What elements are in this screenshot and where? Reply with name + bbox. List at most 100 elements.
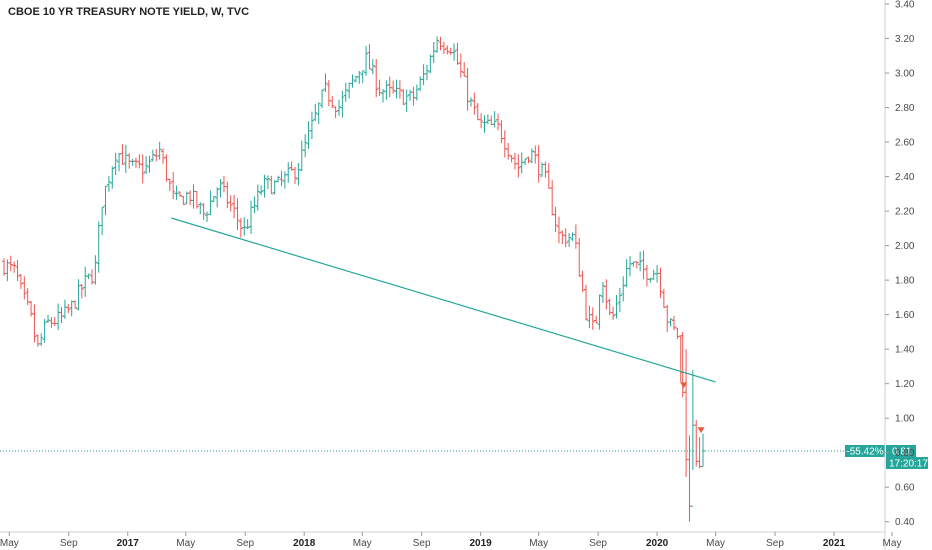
ohlc-bar (276, 175, 281, 183)
ohlc-bar (93, 255, 98, 285)
ohlc-bar (496, 113, 501, 131)
ohlc-bar (512, 152, 517, 170)
ohlc-bar (479, 113, 484, 129)
ohlc-bar (462, 62, 467, 77)
ohlc-bar (526, 156, 531, 164)
ohlc-bar (624, 259, 629, 288)
ohlc-bar (293, 166, 298, 184)
ohlc-bar (249, 200, 254, 234)
x-tick-label: May (883, 538, 902, 549)
y-tick-label: 1.80 (895, 276, 915, 287)
ohlc-bar (468, 97, 473, 107)
ohlc-bar (523, 158, 528, 166)
ohlc-bar (12, 261, 17, 273)
ohlc-bar (228, 195, 233, 212)
ohlc-bar (184, 191, 189, 205)
percent-change-label: -55.42% (846, 446, 883, 457)
ohlc-bar (347, 82, 352, 99)
ohlc-bar (543, 161, 548, 178)
x-tick-label: May (353, 538, 372, 549)
ohlc-bar (397, 80, 402, 99)
ohlc-bar (96, 221, 101, 273)
ohlc-bar (333, 106, 338, 119)
trendline[interactable] (171, 217, 716, 383)
ohlc-bar (191, 184, 196, 209)
ohlc-bar (687, 435, 692, 522)
ohlc-bar (113, 152, 118, 175)
ohlc-bar (130, 158, 135, 166)
ohlc-bar (678, 335, 683, 383)
ohlc-bar (326, 80, 331, 107)
ohlc-bar (272, 180, 277, 195)
ohlc-bar (49, 317, 54, 328)
ohlc-bar (205, 211, 210, 222)
ohlc-bar (587, 305, 592, 329)
x-tick-label: 2019 (470, 538, 493, 549)
ohlc-bar (516, 154, 521, 178)
ohlc-bar (215, 187, 220, 208)
ohlc-bar (73, 300, 78, 309)
ohlc-bar (489, 115, 494, 126)
ohlc-bar (238, 217, 243, 238)
y-tick-label: 3.00 (895, 69, 915, 80)
ohlc-bar (157, 141, 162, 160)
x-tick-label: May (706, 538, 725, 549)
ohlc-bar (39, 333, 44, 346)
ohlc-bar (671, 315, 676, 331)
ohlc-bar (502, 130, 507, 158)
y-tick-label: 1.40 (895, 345, 915, 356)
ohlc-bar (123, 144, 128, 173)
ohlc-bar (408, 89, 413, 101)
ohlc-bar (303, 134, 308, 158)
ohlc-bar (628, 255, 633, 277)
ohlc-bar (394, 79, 399, 99)
ohlc-bar (100, 206, 105, 235)
y-tick-label: 1.00 (895, 414, 915, 425)
ohlc-bar (177, 191, 182, 197)
ohlc-bar (421, 64, 426, 86)
ohlc-bar (235, 198, 240, 231)
ohlc-bar (590, 307, 595, 330)
ohlc-bar (69, 300, 74, 317)
ohlc-bar (611, 306, 616, 320)
ohlc-bar (573, 224, 578, 249)
ohlc-bar (106, 176, 111, 192)
ohlc-bar (127, 152, 132, 169)
ohlc-bar (604, 279, 609, 310)
ohlc-bar (658, 267, 663, 299)
x-tick-label: 2020 (646, 538, 669, 549)
ohlc-bar (580, 270, 585, 293)
ohlc-bar (435, 36, 440, 53)
last-price-label: 0.81 (892, 446, 912, 457)
ohlc-bar (570, 232, 575, 241)
ohlc-bar (519, 152, 524, 174)
y-tick-label: 2.80 (895, 103, 915, 114)
ohlc-bar (492, 111, 497, 128)
percent-change-badge: -55.42% (845, 444, 885, 457)
ohlc-bar (29, 300, 34, 317)
price-bars (2, 36, 706, 522)
ohlc-bar (506, 142, 511, 160)
ohlc-bar (181, 195, 186, 206)
ohlc-bar (697, 437, 702, 469)
ohlc-bar (79, 284, 84, 299)
x-tick-label: Sep (60, 538, 78, 549)
ohlc-bar (86, 273, 91, 280)
ohlc-bar (577, 237, 582, 277)
ohlc-bar (286, 162, 291, 183)
down-arrow-marker (680, 382, 688, 389)
y-tick-label: 0.80 (895, 448, 915, 459)
ohlc-bar (167, 178, 172, 192)
ohlc-bar (597, 294, 602, 330)
y-tick-label: 2.60 (895, 138, 915, 149)
ohlc-bar (634, 261, 639, 269)
ohlc-bar (567, 232, 572, 247)
y-tick-label: 2.40 (895, 172, 915, 183)
ohlc-bar (546, 163, 551, 189)
ohlc-bar (391, 80, 396, 94)
chart-title: CBOE 10 YR TREASURY NOTE YIELD, W, TVC (8, 6, 249, 18)
ohlc-bar (556, 216, 561, 244)
ohlc-bar (259, 185, 264, 196)
